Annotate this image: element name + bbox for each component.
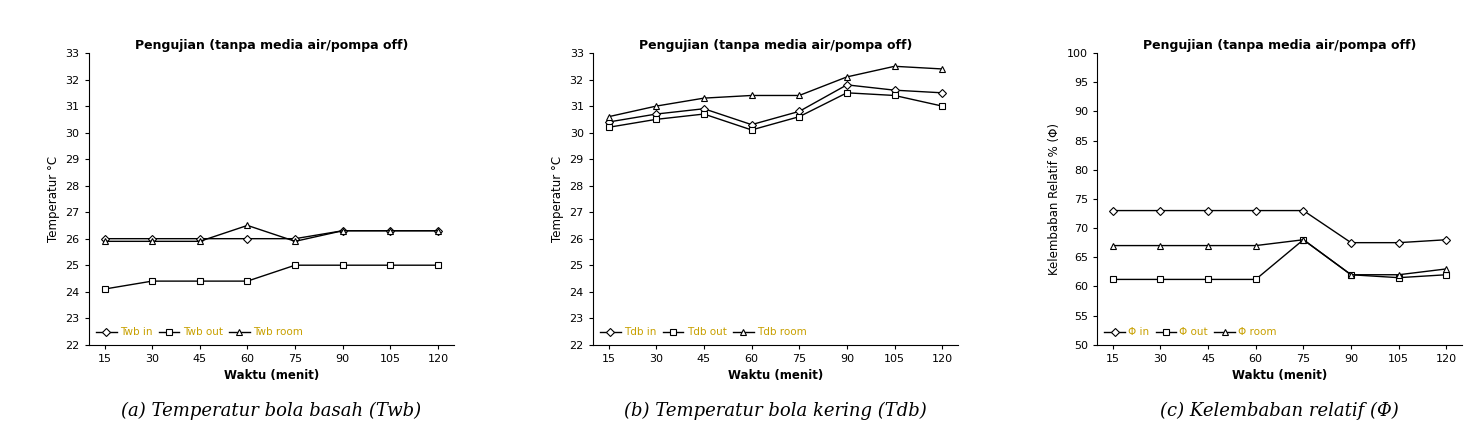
Φ in [1390, 240, 1408, 245]
Tdb out [600, 125, 617, 130]
Φ room [1152, 243, 1170, 248]
Line: Tdb in: Tdb in [606, 82, 945, 128]
Tdb in [696, 106, 713, 111]
Φ room [1343, 272, 1360, 278]
Φ out [1390, 275, 1408, 280]
Tdb out [743, 127, 761, 133]
Title: Pengujian (tanpa media air/pompa off): Pengujian (tanpa media air/pompa off) [638, 39, 913, 52]
Tdb room [837, 74, 855, 80]
Twb room [381, 228, 399, 233]
Twb in [287, 236, 304, 241]
Tdb out [790, 114, 808, 119]
Line: Twb in: Twb in [102, 228, 442, 242]
Twb in [191, 236, 208, 241]
Twb room [287, 239, 304, 244]
Tdb out [837, 90, 855, 95]
Φ out [1103, 277, 1121, 282]
Twb in [381, 228, 399, 233]
Φ in [1437, 237, 1455, 242]
Title: Pengujian (tanpa media air/pompa off): Pengujian (tanpa media air/pompa off) [1143, 39, 1416, 52]
Tdb in [837, 82, 855, 88]
Tdb out [647, 117, 665, 122]
Φ out [1152, 277, 1170, 282]
Tdb out [696, 111, 713, 117]
Title: Pengujian (tanpa media air/pompa off): Pengujian (tanpa media air/pompa off) [134, 39, 408, 52]
Twb room [430, 228, 448, 233]
X-axis label: Waktu (menit): Waktu (menit) [1232, 370, 1328, 382]
Tdb room [696, 95, 713, 101]
Line: Φ in: Φ in [1109, 207, 1449, 246]
Φ in [1294, 208, 1312, 213]
Twb out [191, 278, 208, 284]
Tdb room [600, 114, 617, 119]
Y-axis label: Temperatur °C: Temperatur °C [47, 156, 59, 242]
Tdb in [600, 119, 617, 125]
Line: Twb out: Twb out [102, 262, 442, 292]
Legend: Φ in, Φ out, Φ room: Φ in, Φ out, Φ room [1102, 325, 1279, 339]
Φ in [1247, 208, 1264, 213]
Twb in [143, 236, 161, 241]
Text: (a) Temperatur bola basah (Twb): (a) Temperatur bola basah (Twb) [121, 402, 421, 420]
Text: (c) Kelembaban relatif (Φ): (c) Kelembaban relatif (Φ) [1161, 402, 1399, 420]
Φ room [1390, 272, 1408, 278]
Twb out [143, 278, 161, 284]
Φ in [1103, 208, 1121, 213]
Φ out [1343, 272, 1360, 278]
Tdb in [647, 111, 665, 117]
Φ out [1247, 277, 1264, 282]
Text: (b) Temperatur bola kering (Tdb): (b) Temperatur bola kering (Tdb) [625, 402, 926, 420]
Twb out [287, 263, 304, 268]
Line: Twb room: Twb room [102, 222, 442, 244]
Φ in [1343, 240, 1360, 245]
Twb out [381, 263, 399, 268]
Twb out [334, 263, 352, 268]
Twb in [96, 236, 114, 241]
Φ room [1294, 237, 1312, 242]
Line: Tdb room: Tdb room [606, 63, 945, 120]
Φ room [1437, 266, 1455, 271]
Tdb in [743, 122, 761, 127]
Φ room [1103, 243, 1121, 248]
Φ out [1199, 277, 1217, 282]
Tdb in [933, 90, 951, 95]
Twb room [143, 239, 161, 244]
Line: Φ room: Φ room [1109, 236, 1449, 278]
Twb room [239, 223, 257, 228]
Tdb room [933, 66, 951, 72]
Tdb in [790, 109, 808, 114]
Twb in [430, 228, 448, 233]
X-axis label: Waktu (menit): Waktu (menit) [728, 370, 823, 382]
Y-axis label: Kelembaban Relatif % (Φ): Kelembaban Relatif % (Φ) [1049, 123, 1062, 275]
Twb room [191, 239, 208, 244]
Twb room [96, 239, 114, 244]
Legend: Tdb in, Tdb out, Tdb room: Tdb in, Tdb out, Tdb room [598, 325, 808, 339]
Line: Φ out: Φ out [1109, 236, 1449, 282]
Tdb room [647, 103, 665, 109]
Tdb in [886, 88, 904, 93]
Tdb out [933, 103, 951, 109]
Φ in [1152, 208, 1170, 213]
Tdb out [886, 93, 904, 98]
Twb out [430, 263, 448, 268]
Φ out [1294, 237, 1312, 242]
Twb in [239, 236, 257, 241]
Line: Tdb out: Tdb out [606, 90, 945, 133]
Φ in [1199, 208, 1217, 213]
Tdb room [886, 64, 904, 69]
Y-axis label: Temperatur °C: Temperatur °C [551, 156, 564, 242]
Twb in [334, 228, 352, 233]
Tdb room [790, 93, 808, 98]
Twb room [334, 228, 352, 233]
Twb out [96, 286, 114, 292]
Twb out [239, 278, 257, 284]
X-axis label: Waktu (menit): Waktu (menit) [223, 370, 319, 382]
Φ room [1199, 243, 1217, 248]
Φ room [1247, 243, 1264, 248]
Legend: Twb in, Twb out, Twb room: Twb in, Twb out, Twb room [95, 325, 304, 339]
Φ out [1437, 272, 1455, 278]
Tdb room [743, 93, 761, 98]
